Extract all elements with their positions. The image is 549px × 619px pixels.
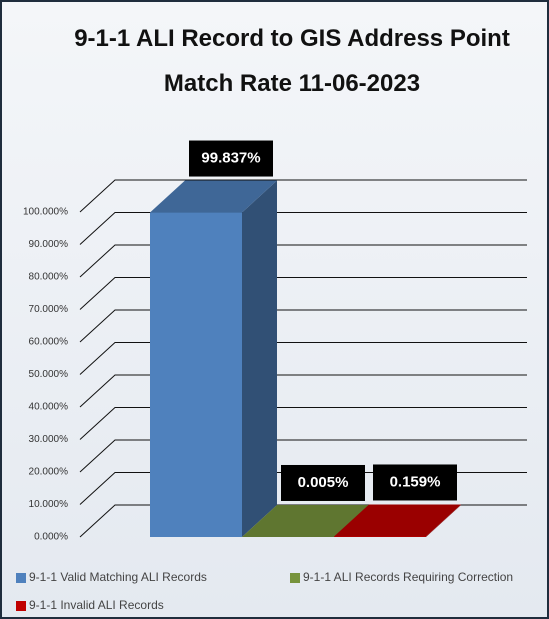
legend-swatch [16, 573, 26, 583]
y-tick-label: 70.000% [29, 304, 69, 315]
grid-line [79, 277, 527, 310]
grid-line [79, 439, 527, 473]
chart-title: 9-1-1 ALI Record to GIS Address Point Ma… [74, 25, 510, 97]
y-tick-label: 0.000% [34, 532, 68, 543]
grid-line [79, 374, 527, 408]
y-tick-label: 10.000% [29, 499, 69, 510]
value-label-box [373, 464, 457, 501]
grid-line [79, 342, 527, 375]
y-tick-label: 80.000% [29, 272, 69, 283]
bar-side [426, 504, 461, 537]
legend-swatch [16, 601, 26, 611]
y-tick-label: 90.000% [29, 239, 69, 250]
bar-top [334, 504, 461, 537]
bar-side [242, 180, 277, 537]
legend-label: 9-1-1 Invalid ALI Records [29, 598, 164, 612]
y-tick-label: 100.000% [23, 207, 68, 218]
bar-top [242, 504, 369, 537]
value-label-box [189, 140, 273, 177]
y-tick-label: 60.000% [29, 337, 69, 348]
grid-line [79, 309, 527, 343]
y-tick-label: 20.000% [29, 467, 69, 478]
grid-line [79, 407, 527, 440]
grid-line [79, 179, 527, 213]
y-tick-label: 50.000% [29, 369, 69, 380]
bar-front [334, 536, 426, 537]
grid-line [79, 212, 527, 245]
y-tick-label: 30.000% [29, 434, 69, 445]
value-label: 99.837% [201, 149, 260, 166]
value-label-box [281, 464, 365, 501]
legend-swatch [290, 573, 300, 583]
bar-top [150, 180, 277, 213]
bar-front [150, 212, 242, 537]
legend-label: 9-1-1 Valid Matching ALI Records [29, 570, 207, 584]
legend-label: 9-1-1 ALI Records Requiring Correction [303, 570, 513, 584]
value-label: 0.005% [298, 474, 349, 491]
value-label: 0.159% [390, 473, 441, 490]
grid-line [79, 244, 527, 278]
y-tick-label: 40.000% [29, 402, 69, 413]
